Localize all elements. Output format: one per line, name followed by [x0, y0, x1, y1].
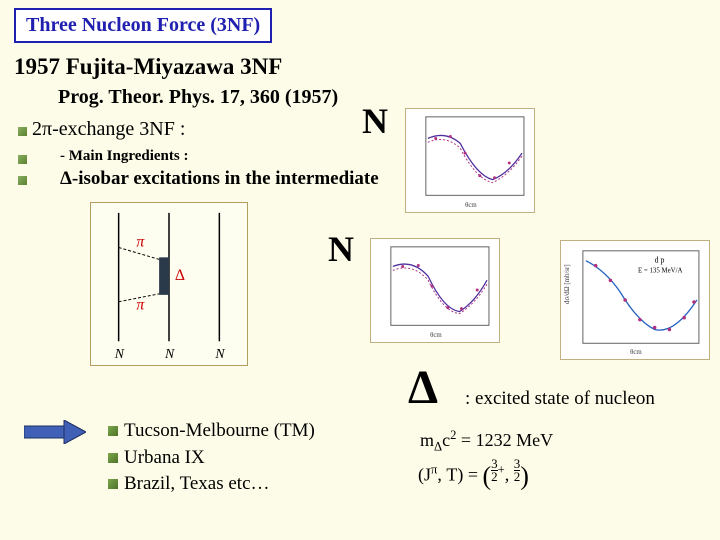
model-tm: Tucson-Melbourne (TM): [124, 420, 315, 441]
big-n-label-1: N: [362, 100, 388, 142]
svg-text:E = 135 MeV/A: E = 135 MeV/A: [638, 267, 683, 274]
svg-text:d p: d p: [655, 256, 665, 265]
delta-isobar-label: Δ-isobar excitations in the intermediate: [60, 168, 379, 190]
chart-panel-2: θcm: [370, 238, 500, 343]
bullet-icon: [18, 155, 27, 164]
bullet-icon: [108, 453, 118, 463]
svg-text:N: N: [214, 346, 225, 361]
exchange-label: 2π-exchange 3NF :: [32, 118, 185, 141]
bullet-icon: [18, 176, 27, 185]
bullet-icon: [108, 426, 118, 436]
svg-text:Δ: Δ: [175, 267, 185, 284]
model-brazil: Brazil, Texas etc…: [124, 473, 270, 494]
models-list: Tucson-Melbourne (TM) Urbana IX Brazil, …: [108, 418, 315, 498]
svg-text:π: π: [136, 233, 145, 250]
quantum-numbers-equation: (Jπ, T) = (32+, 32): [418, 458, 529, 492]
chart-panel-3: d p E = 135 MeV/A dσ/dΩ [mb/sr] θcm: [560, 240, 710, 360]
big-delta-label: Δ: [408, 360, 438, 415]
svg-text:π: π: [136, 297, 145, 314]
reference-line: Prog. Theor. Phys. 17, 360 (1957): [58, 86, 338, 109]
ingredients-label: - Main Ingredients :: [60, 148, 188, 165]
feynman-diagram: π π Δ N N N: [90, 202, 248, 366]
svg-text:θcm: θcm: [430, 332, 442, 339]
list-item: Tucson-Melbourne (TM): [108, 418, 315, 445]
big-n-label-2: N: [328, 228, 354, 270]
svg-text:N: N: [164, 346, 175, 361]
svg-text:θcm: θcm: [630, 349, 642, 356]
excited-state-label: : excited state of nucleon: [465, 388, 655, 410]
title-box: Three Nucleon Force (3NF): [14, 8, 272, 43]
chart-panel-1: θcm: [405, 108, 535, 213]
bullet-icon: [108, 479, 118, 489]
svg-text:dσ/dΩ [mb/sr]: dσ/dΩ [mb/sr]: [564, 264, 571, 304]
title-text: Three Nucleon Force (3NF): [26, 14, 260, 36]
arrow-icon: [24, 420, 86, 444]
list-item: Brazil, Texas etc…: [108, 471, 315, 498]
svg-text:θcm: θcm: [465, 202, 477, 209]
model-urbana: Urbana IX: [124, 447, 205, 468]
mass-equation: mΔc2 = 1232 MeV: [420, 428, 553, 455]
svg-text:N: N: [114, 346, 125, 361]
year-heading: 1957 Fujita-Miyazawa 3NF: [14, 54, 282, 80]
bullet-icon: [18, 127, 27, 136]
list-item: Urbana IX: [108, 445, 315, 472]
